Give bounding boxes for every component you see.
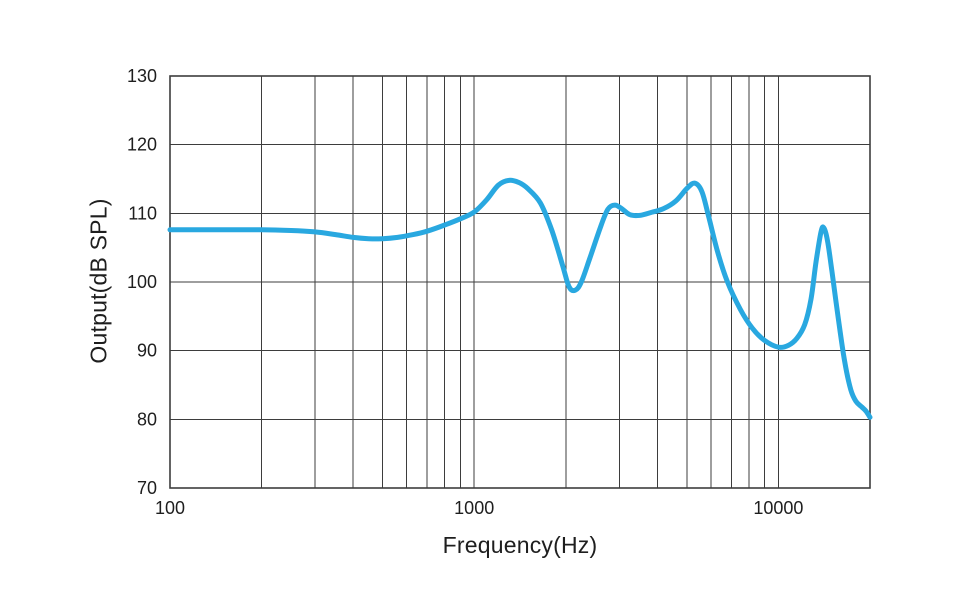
y-tick-label: 120 xyxy=(127,135,157,155)
y-axis-title: Output(dB SPL) xyxy=(85,198,112,364)
y-tick-label: 90 xyxy=(137,341,157,361)
plot-border xyxy=(169,75,871,489)
y-tick-label: 130 xyxy=(127,66,157,86)
x-tick-label: 100 xyxy=(155,498,185,518)
y-tick-label: 70 xyxy=(137,478,157,498)
response-curve xyxy=(167,177,873,420)
y-tick-label: 80 xyxy=(137,409,157,429)
x-tick-label: 1000 xyxy=(454,498,494,518)
x-tick-label: 10000 xyxy=(753,498,803,518)
grid xyxy=(169,75,871,489)
x-axis-title: Frequency(Hz) xyxy=(442,532,598,558)
y-tick-label: 100 xyxy=(127,272,157,292)
tick-labels: 70 80 90 100 110 120 130 100 1000 10000 xyxy=(127,66,803,518)
y-tick-label: 110 xyxy=(128,203,157,223)
